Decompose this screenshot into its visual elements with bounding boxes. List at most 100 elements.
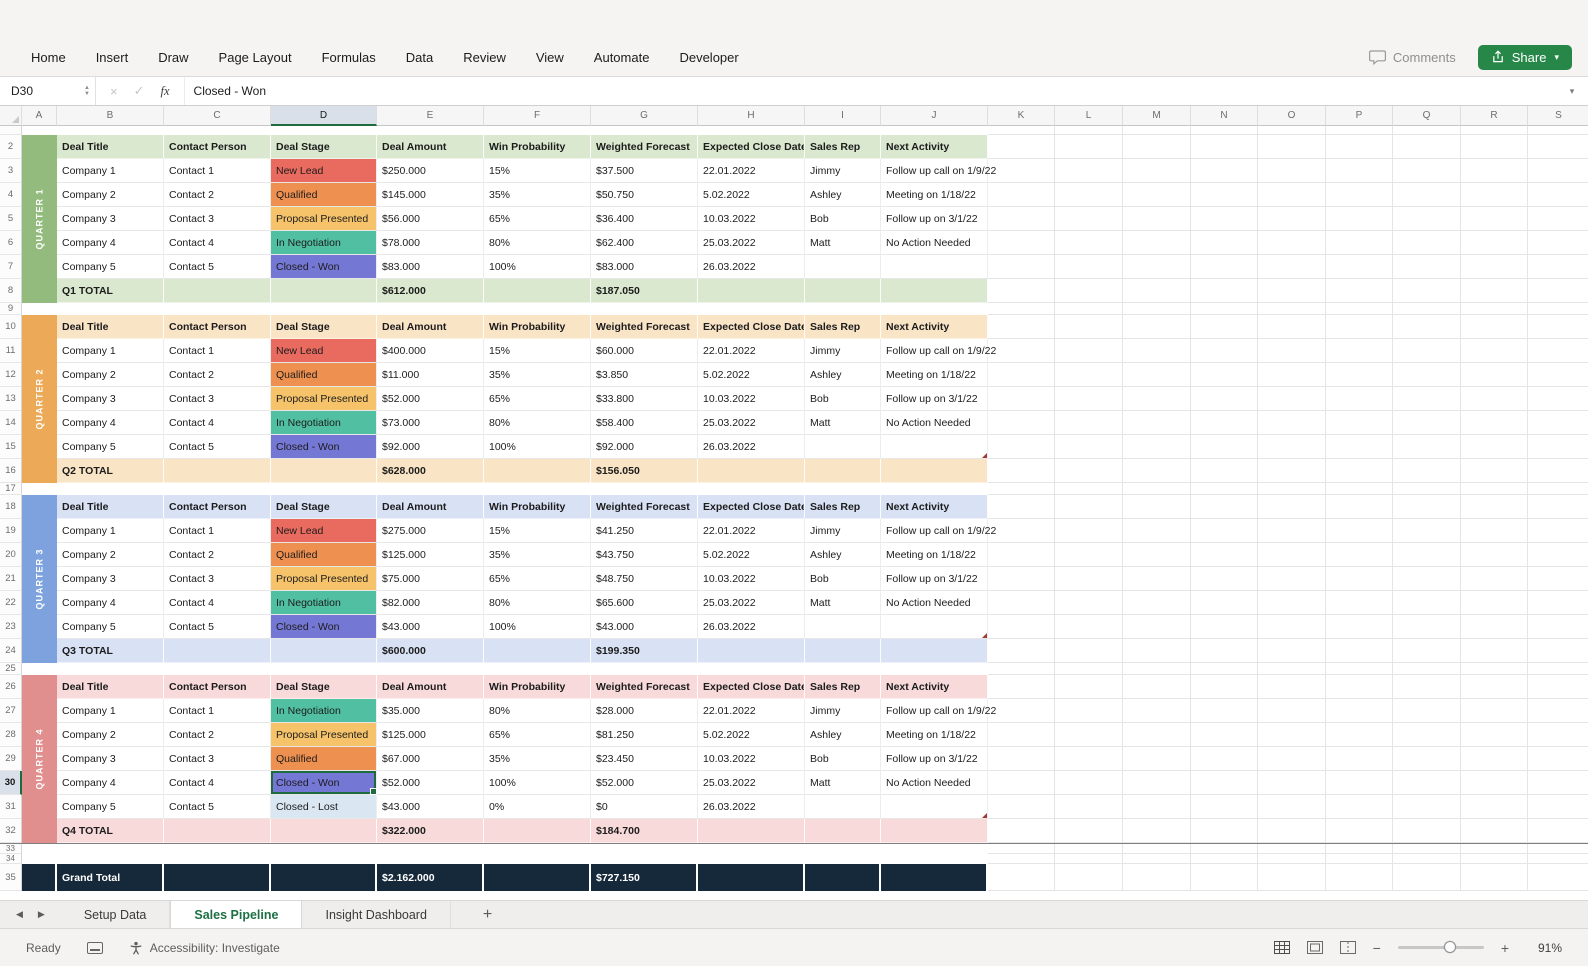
cell[interactable]: [1461, 183, 1528, 207]
cell-J28[interactable]: Meeting on 1/18/22: [881, 723, 988, 747]
cell-H7[interactable]: 26.03.2022: [698, 255, 805, 279]
cell[interactable]: [591, 663, 698, 675]
cell-F31[interactable]: 0%: [484, 795, 591, 819]
cell-H12[interactable]: 5.02.2022: [698, 363, 805, 387]
cell[interactable]: [1258, 663, 1326, 675]
cell-C6[interactable]: Contact 4: [164, 231, 271, 255]
cell-D11[interactable]: New Lead: [271, 339, 377, 363]
cell-F21[interactable]: 65%: [484, 567, 591, 591]
cell[interactable]: [881, 854, 988, 864]
cell[interactable]: [57, 663, 164, 675]
row-header-25[interactable]: 25: [0, 663, 22, 675]
cell[interactable]: [1191, 699, 1258, 723]
cell-D19[interactable]: New Lead: [271, 519, 377, 543]
column-header-h[interactable]: H: [698, 106, 805, 126]
cell-I24[interactable]: [805, 639, 881, 663]
cell-H23[interactable]: 26.03.2022: [698, 615, 805, 639]
cell[interactable]: [1123, 483, 1191, 495]
cell[interactable]: [1055, 844, 1123, 854]
cell[interactable]: [164, 844, 271, 854]
cell[interactable]: [1191, 795, 1258, 819]
cell[interactable]: [1528, 591, 1588, 615]
row-header-9[interactable]: 9: [0, 303, 22, 315]
cell[interactable]: [1528, 303, 1588, 315]
cell[interactable]: [377, 663, 484, 675]
cell[interactable]: [1258, 279, 1326, 303]
cell-D24[interactable]: [271, 639, 377, 663]
formula-bar-expand-icon[interactable]: ▾: [1569, 85, 1575, 96]
name-box-spinner[interactable]: ▲ ▼: [84, 85, 90, 97]
cell[interactable]: [1326, 747, 1393, 771]
cell[interactable]: [1393, 663, 1461, 675]
cell-H14[interactable]: 25.03.2022: [698, 411, 805, 435]
cell[interactable]: [1326, 864, 1393, 891]
selected-cell-D30[interactable]: Closed - Won: [271, 771, 377, 795]
cell[interactable]: [1393, 675, 1461, 699]
cell-B3[interactable]: Company 1: [57, 159, 164, 183]
sheet-tab-sales-pipeline[interactable]: Sales Pipeline: [170, 901, 303, 928]
cell[interactable]: [1123, 363, 1191, 387]
cell[interactable]: [1055, 675, 1123, 699]
cell-D32[interactable]: [271, 819, 377, 843]
cell-G12[interactable]: $3.850: [591, 363, 698, 387]
cell[interactable]: [1258, 411, 1326, 435]
cell-E18[interactable]: Deal Amount: [377, 495, 484, 519]
cell[interactable]: [377, 303, 484, 315]
cell-C29[interactable]: Contact 3: [164, 747, 271, 771]
cell[interactable]: [1191, 519, 1258, 543]
column-header-q[interactable]: Q: [1393, 106, 1461, 126]
cell-F18[interactable]: Win Probability: [484, 495, 591, 519]
cell-I23[interactable]: [805, 615, 881, 639]
cell[interactable]: [1528, 411, 1588, 435]
cell[interactable]: [1123, 591, 1191, 615]
quarter-band-1[interactable]: QUARTER 1: [22, 135, 57, 303]
cell-B2[interactable]: Deal Title: [57, 135, 164, 159]
cell-H3[interactable]: 22.01.2022: [698, 159, 805, 183]
column-header-o[interactable]: O: [1258, 106, 1326, 126]
cell[interactable]: [1055, 663, 1123, 675]
cell[interactable]: [57, 854, 164, 864]
cell[interactable]: [1461, 844, 1528, 854]
cell-I11[interactable]: Jimmy: [805, 339, 881, 363]
cell[interactable]: [22, 126, 57, 135]
cell-F19[interactable]: 15%: [484, 519, 591, 543]
cell[interactable]: [1055, 543, 1123, 567]
cell-H13[interactable]: 10.03.2022: [698, 387, 805, 411]
cell-H24[interactable]: [698, 639, 805, 663]
cell-D3[interactable]: New Lead: [271, 159, 377, 183]
row-header-13[interactable]: 13: [0, 387, 22, 411]
cell[interactable]: [1393, 819, 1461, 843]
cell[interactable]: [1258, 207, 1326, 231]
cell[interactable]: [1461, 303, 1528, 315]
cell[interactable]: [1258, 231, 1326, 255]
cell[interactable]: [988, 819, 1055, 843]
cell-D7[interactable]: Closed - Won: [271, 255, 377, 279]
cell-D31[interactable]: Closed - Lost: [271, 795, 377, 819]
cell[interactable]: [1055, 771, 1123, 795]
cell[interactable]: [988, 723, 1055, 747]
cell-G23[interactable]: $43.000: [591, 615, 698, 639]
cell[interactable]: [484, 844, 591, 854]
cell-B19[interactable]: Company 1: [57, 519, 164, 543]
cell[interactable]: [1393, 639, 1461, 663]
cell[interactable]: [1528, 639, 1588, 663]
cell-I2[interactable]: Sales Rep: [805, 135, 881, 159]
cell[interactable]: [1123, 699, 1191, 723]
cell[interactable]: [591, 854, 698, 864]
cell[interactable]: [1326, 183, 1393, 207]
cell-C22[interactable]: Contact 4: [164, 591, 271, 615]
cancel-icon[interactable]: ×: [110, 83, 118, 99]
row-header-20[interactable]: 20: [0, 543, 22, 567]
cell-B12[interactable]: Company 2: [57, 363, 164, 387]
cell[interactable]: [484, 303, 591, 315]
cell[interactable]: [988, 795, 1055, 819]
cell-G8[interactable]: $187.050: [591, 279, 698, 303]
cell-F2[interactable]: Win Probability: [484, 135, 591, 159]
cell[interactable]: [1258, 864, 1326, 891]
cell[interactable]: [22, 844, 57, 854]
cell[interactable]: [1461, 411, 1528, 435]
cell-C23[interactable]: Contact 5: [164, 615, 271, 639]
cell-D10[interactable]: Deal Stage: [271, 315, 377, 339]
cell[interactable]: [1326, 279, 1393, 303]
cell-G18[interactable]: Weighted Forecast: [591, 495, 698, 519]
